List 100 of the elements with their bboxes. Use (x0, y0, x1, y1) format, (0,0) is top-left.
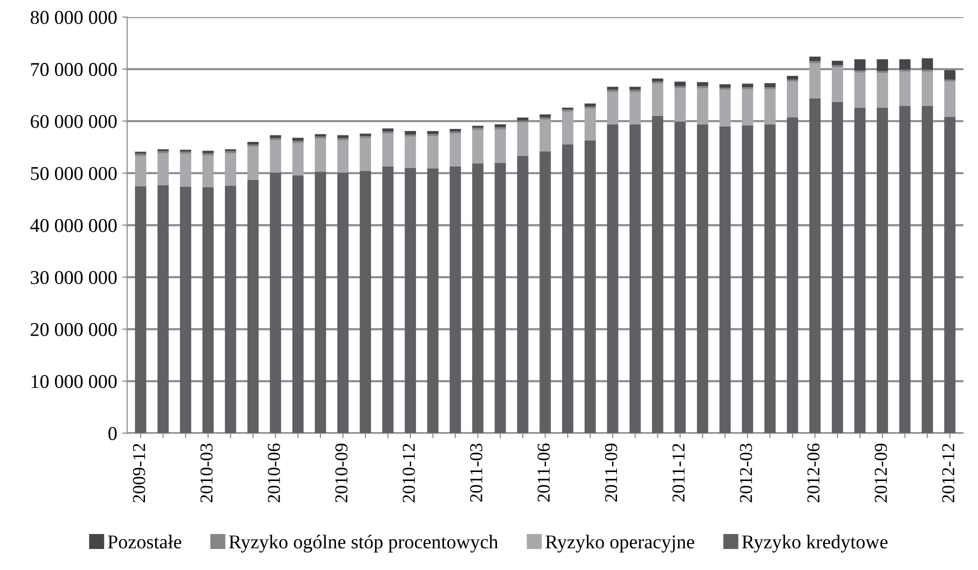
legend-label: Ryzyko ogólne stóp procentowych (229, 534, 498, 552)
y-tick-label: 30 000 000 (30, 270, 117, 284)
bar (674, 122, 686, 434)
bar (562, 144, 574, 434)
bar (337, 172, 349, 434)
bar (180, 154, 192, 187)
bar (472, 163, 484, 434)
bar (652, 116, 664, 434)
bar (494, 162, 506, 434)
bar (607, 124, 618, 434)
bar (607, 86, 618, 90)
bar (314, 134, 326, 137)
bar (404, 136, 416, 168)
bar (832, 102, 844, 434)
bar (719, 90, 731, 126)
bar (809, 63, 821, 98)
y-tick-label: 80 000 000 (30, 10, 117, 24)
bar (360, 134, 372, 136)
bar (922, 58, 933, 70)
bar (832, 64, 844, 68)
bar (922, 72, 933, 106)
bar (494, 129, 506, 163)
bar (899, 59, 911, 70)
bar (202, 187, 214, 434)
x-tick-label: 2012-03 (740, 444, 752, 502)
bar (247, 146, 259, 180)
bar (247, 142, 259, 145)
bar (742, 89, 754, 126)
bar (337, 135, 349, 138)
bar (540, 151, 551, 434)
bar (292, 175, 304, 434)
bar (742, 125, 754, 434)
bar (876, 73, 888, 108)
bar (427, 136, 438, 168)
bar (652, 84, 664, 116)
bar (630, 124, 641, 434)
bar (517, 122, 528, 156)
bar (876, 59, 888, 72)
bar (157, 153, 169, 186)
bar (764, 89, 776, 124)
bar (224, 186, 236, 434)
bar (944, 70, 956, 80)
bar (472, 130, 484, 164)
bar (247, 180, 259, 434)
bar (494, 124, 506, 128)
legend-label: Ryzyko kredytowe (742, 534, 888, 552)
bar (382, 166, 394, 434)
bar (382, 128, 394, 132)
bar (674, 82, 686, 86)
bar (786, 117, 798, 434)
y-tick-label: 10 000 000 (32, 375, 117, 388)
bar (719, 126, 731, 434)
bar (832, 60, 844, 65)
bar (607, 92, 618, 124)
bar (832, 67, 844, 102)
x-tick-label: 2009-12 (132, 444, 146, 502)
bar (314, 172, 326, 434)
bar (270, 135, 282, 138)
bar (224, 153, 236, 186)
y-tick-label: 40 000 000 (30, 218, 117, 232)
bar (809, 98, 821, 434)
legend-label: Pozostałe (108, 534, 182, 548)
bar (584, 140, 596, 434)
bar (157, 185, 169, 434)
bar (404, 168, 416, 434)
bar (674, 88, 686, 122)
bar (314, 138, 326, 172)
bar (270, 172, 282, 434)
bar (517, 117, 528, 121)
bar (764, 124, 776, 434)
bar (696, 124, 708, 434)
bar (540, 120, 551, 152)
bar (270, 140, 282, 173)
y-tick-label: 60 000 000 (30, 114, 117, 128)
y-tick-label: 50 000 000 (31, 166, 117, 180)
bar (742, 84, 754, 88)
bar (786, 82, 798, 118)
bar (652, 78, 664, 82)
bar (854, 72, 866, 108)
bar (540, 114, 551, 118)
x-tick-label: 2011-06 (538, 443, 550, 502)
x-tick-label: 2012-12 (942, 444, 954, 502)
bar (876, 108, 888, 434)
bar (135, 156, 146, 186)
bar (427, 131, 438, 134)
bar (584, 103, 596, 107)
bar (427, 168, 438, 434)
bar (292, 142, 304, 176)
x-tick-label: 2011-03 (470, 444, 482, 502)
y-tick-label: 20 000 000 (30, 322, 117, 336)
bar (922, 106, 933, 434)
x-tick-label: 2011-09 (605, 444, 618, 502)
x-tick-label: 2010-03 (200, 444, 213, 502)
x-tick-label: 2010-06 (268, 443, 280, 502)
bar (360, 171, 372, 434)
bar (450, 128, 461, 132)
bar (899, 106, 911, 434)
bar (854, 59, 866, 71)
bar (360, 138, 372, 172)
bar (809, 56, 821, 62)
